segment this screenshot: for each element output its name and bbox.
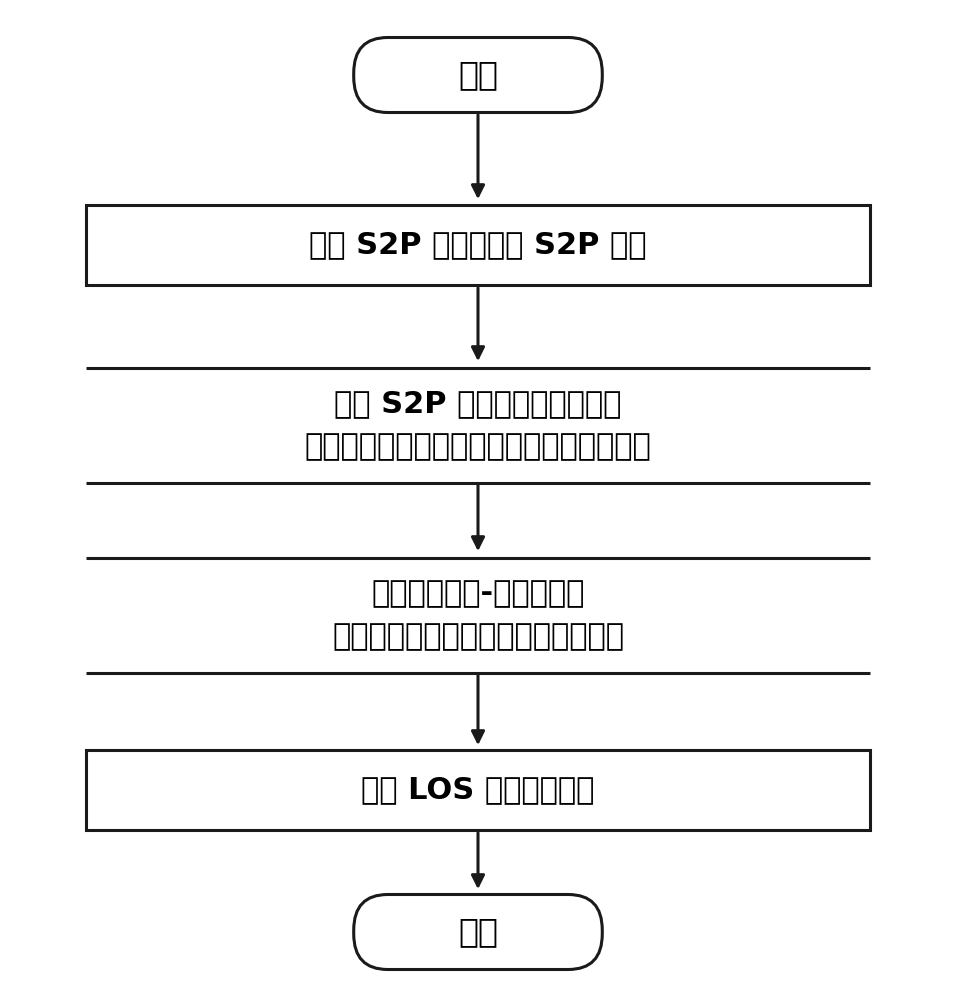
Bar — [86, 205, 870, 285]
Text: 提取 S2P 数据中的有效参数，
计算适用于噪声系数分析仪中的损耗补偿値: 提取 S2P 数据中的有效参数， 计算适用于噪声系数分析仪中的损耗补偿値 — [305, 389, 651, 461]
Text: 建立新的频率-损耗値表，
用于修正噪声系数测量中的系统损耗: 建立新的频率-损耗値表， 用于修正噪声系数测量中的系统损耗 — [332, 579, 624, 651]
FancyBboxPatch shape — [354, 37, 602, 112]
FancyBboxPatch shape — [354, 894, 602, 970]
Text: 结束: 结束 — [458, 916, 498, 948]
Text: 开始: 开始 — [458, 58, 498, 92]
Text: 加载 S2P 文件，解析 S2P 数据: 加载 S2P 文件，解析 S2P 数据 — [309, 231, 647, 259]
Bar — [86, 750, 870, 830]
Text: 保存 LOS 损耗补偿文件: 保存 LOS 损耗补偿文件 — [361, 776, 595, 804]
